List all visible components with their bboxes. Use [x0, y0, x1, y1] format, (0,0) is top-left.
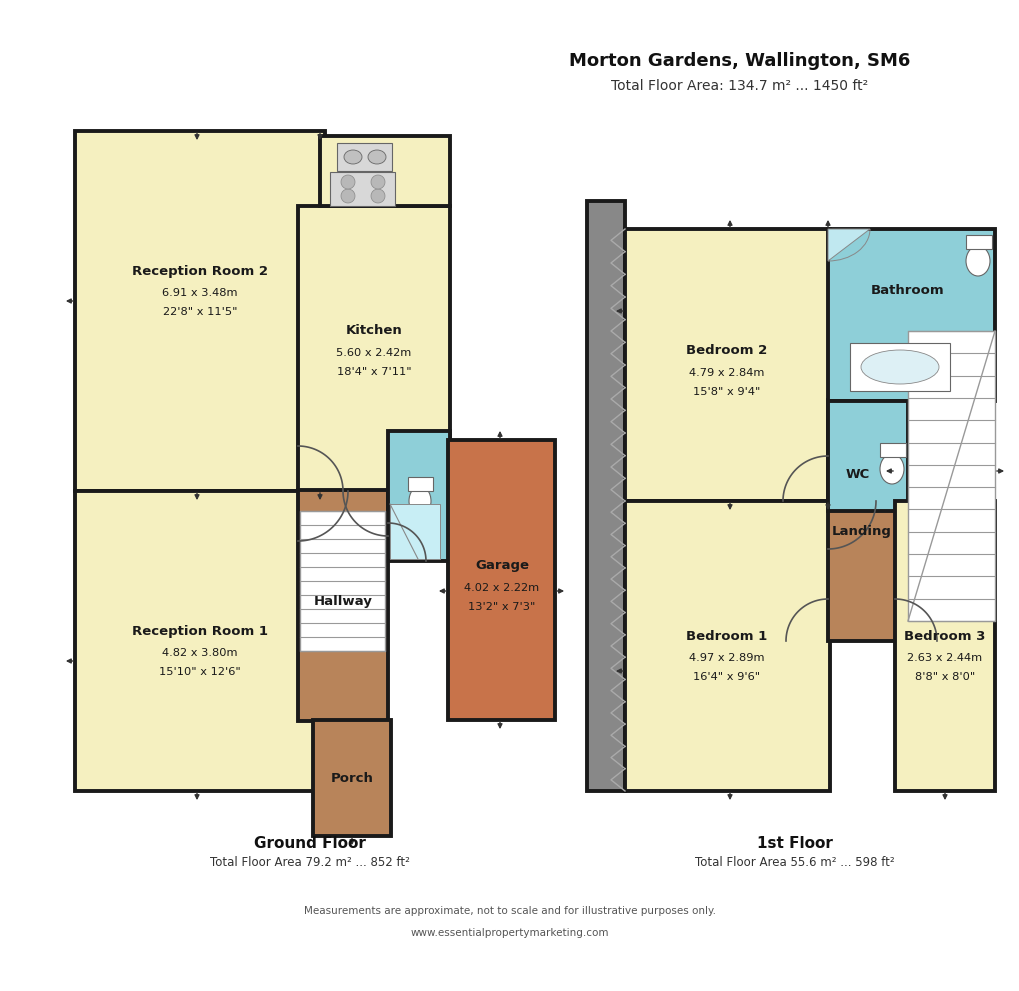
- Ellipse shape: [965, 246, 989, 276]
- Bar: [827, 401, 907, 511]
- Text: Bathroom: Bathroom: [870, 284, 944, 297]
- Bar: [75, 131, 325, 491]
- Text: 2.63 x 2.44m: 2.63 x 2.44m: [907, 653, 981, 663]
- Text: Ground Floor: Ground Floor: [254, 835, 366, 850]
- Text: Kitchen: Kitchen: [345, 324, 401, 338]
- Text: Total Floor Area 79.2 m² ... 852 ft²: Total Floor Area 79.2 m² ... 852 ft²: [210, 856, 410, 869]
- Text: 16'4" x 9'6": 16'4" x 9'6": [693, 672, 760, 682]
- Text: 13'2" x 7'3": 13'2" x 7'3": [468, 602, 535, 612]
- Bar: [387, 431, 449, 561]
- Text: Bedroom 2: Bedroom 2: [686, 345, 767, 358]
- Text: 4.82 x 3.80m: 4.82 x 3.80m: [162, 648, 237, 658]
- Text: Porch: Porch: [330, 772, 373, 785]
- Text: 4.79 x 2.84m: 4.79 x 2.84m: [689, 368, 764, 378]
- Bar: [827, 229, 994, 401]
- Bar: [336, 143, 391, 171]
- Circle shape: [340, 189, 355, 203]
- Bar: [879, 443, 905, 457]
- Ellipse shape: [343, 150, 362, 164]
- Bar: [300, 511, 384, 651]
- Text: Garage: Garage: [475, 560, 529, 573]
- Text: 8'8" x 8'0": 8'8" x 8'0": [914, 672, 974, 682]
- Bar: [894, 501, 994, 791]
- Text: WC: WC: [845, 468, 869, 481]
- Bar: [313, 720, 390, 836]
- Bar: [625, 229, 829, 501]
- Text: Reception Room 1: Reception Room 1: [131, 624, 268, 637]
- Text: Hallway: Hallway: [313, 595, 372, 607]
- Text: 5.60 x 2.42m: 5.60 x 2.42m: [336, 348, 412, 358]
- Circle shape: [371, 175, 384, 189]
- Bar: [965, 235, 991, 249]
- Bar: [625, 501, 829, 791]
- Text: 4.02 x 2.22m: 4.02 x 2.22m: [464, 583, 539, 593]
- Circle shape: [371, 189, 384, 203]
- Ellipse shape: [409, 486, 431, 516]
- Text: Total Floor Area 55.6 m² ... 598 ft²: Total Floor Area 55.6 m² ... 598 ft²: [695, 856, 894, 869]
- Text: Landing: Landing: [832, 524, 891, 537]
- Text: 18'4" x 7'11": 18'4" x 7'11": [336, 367, 411, 377]
- Text: 15'10" x 12'6": 15'10" x 12'6": [159, 667, 240, 677]
- Ellipse shape: [368, 150, 385, 164]
- Bar: [827, 400, 895, 641]
- Bar: [408, 477, 433, 491]
- Bar: [849, 343, 949, 391]
- Text: 6.91 x 3.48m: 6.91 x 3.48m: [162, 288, 237, 298]
- Text: Morton Gardens, Wallington, SM6: Morton Gardens, Wallington, SM6: [569, 52, 910, 70]
- Text: Total Floor Area: 134.7 m² ... 1450 ft²: Total Floor Area: 134.7 m² ... 1450 ft²: [610, 79, 868, 93]
- Bar: [75, 491, 325, 791]
- Bar: [907, 331, 994, 621]
- Bar: [447, 440, 554, 720]
- Circle shape: [340, 175, 355, 189]
- Text: 4.97 x 2.89m: 4.97 x 2.89m: [689, 653, 764, 663]
- Text: Measurements are approximate, not to scale and for illustrative purposes only.: Measurements are approximate, not to sca…: [304, 906, 715, 916]
- Text: 15'8" x 9'4": 15'8" x 9'4": [693, 387, 760, 397]
- Bar: [298, 490, 387, 721]
- Bar: [330, 172, 394, 206]
- Bar: [586, 201, 625, 791]
- Bar: [320, 136, 449, 206]
- Text: www.essentialpropertymarketing.com: www.essentialpropertymarketing.com: [411, 928, 608, 938]
- Text: 1st Floor: 1st Floor: [756, 835, 833, 850]
- Text: Bedroom 3: Bedroom 3: [904, 629, 984, 642]
- Bar: [389, 504, 439, 559]
- Text: Bedroom 1: Bedroom 1: [686, 629, 767, 642]
- Ellipse shape: [860, 350, 938, 384]
- Text: Reception Room 2: Reception Room 2: [131, 265, 268, 277]
- Polygon shape: [827, 229, 869, 261]
- Bar: [298, 206, 449, 491]
- Ellipse shape: [879, 454, 903, 484]
- Text: 22'8" x 11'5": 22'8" x 11'5": [163, 307, 237, 317]
